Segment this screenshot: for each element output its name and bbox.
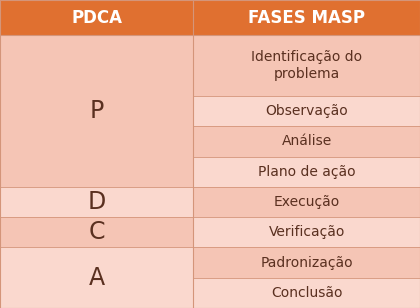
Text: Plano de ação: Plano de ação	[258, 165, 355, 179]
Text: Verificação: Verificação	[268, 225, 345, 239]
Bar	[193, 35, 420, 96]
Bar	[0, 187, 193, 217]
Bar	[193, 96, 420, 126]
Bar	[0, 0, 193, 35]
Bar	[193, 156, 420, 187]
Text: C: C	[88, 220, 105, 244]
Bar	[193, 0, 420, 35]
Bar	[193, 217, 420, 247]
Text: FASES MASP: FASES MASP	[248, 9, 365, 27]
Text: Execução: Execução	[273, 195, 340, 209]
Bar	[193, 278, 420, 308]
Text: Identificação do
problema: Identificação do problema	[251, 50, 362, 81]
Text: Conclusão: Conclusão	[271, 286, 342, 300]
Bar	[0, 217, 193, 247]
Bar	[0, 247, 193, 308]
Text: Observação: Observação	[265, 104, 348, 118]
Text: PDCA: PDCA	[71, 9, 122, 27]
Text: A: A	[89, 266, 105, 290]
Bar	[0, 35, 193, 187]
Text: Padronização: Padronização	[260, 256, 353, 270]
Text: D: D	[87, 190, 106, 214]
Bar	[193, 187, 420, 217]
Bar	[193, 247, 420, 278]
Bar	[193, 126, 420, 156]
Text: P: P	[89, 99, 104, 123]
Text: Análise: Análise	[281, 134, 332, 148]
